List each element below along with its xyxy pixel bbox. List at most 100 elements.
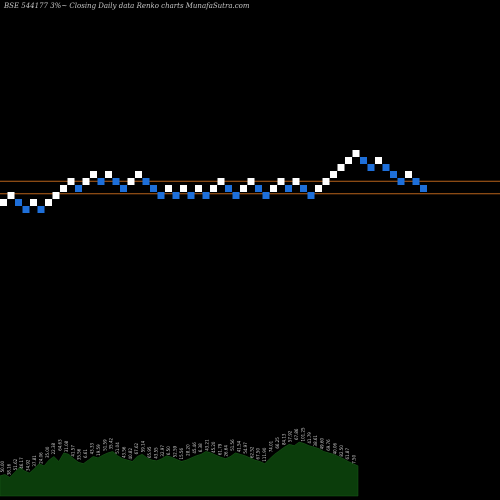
renko-brick-down: [360, 157, 367, 164]
renko-brick-up: [127, 178, 135, 185]
renko-brick-down: [202, 192, 210, 199]
volume-label: 82.50: [339, 445, 344, 457]
renko-brick-up: [405, 171, 412, 178]
volume-label: 74.01: [269, 440, 274, 452]
volume-label: 38.61: [313, 435, 318, 447]
volume-label: 40.06: [332, 442, 337, 454]
renko-brick-down: [367, 164, 375, 171]
volume-label: 61.87: [345, 448, 350, 460]
volume-label: 67.62: [134, 442, 139, 454]
volume-label: 51.56: [230, 439, 235, 451]
volume-label: 64.63: [58, 439, 63, 451]
renko-brick-down: [232, 192, 240, 199]
volume-label: 45.46: [192, 442, 197, 454]
renko-brick-down: [420, 185, 427, 192]
renko-brick-up: [30, 199, 37, 206]
volume-label: 51.59: [102, 439, 107, 451]
volume-label: 50.00: [0, 460, 5, 472]
volume-label: 46.17: [19, 457, 24, 469]
renko-brick-down: [112, 178, 120, 185]
volume-label: 7.50: [352, 454, 357, 463]
volume-label: 111.90: [262, 447, 267, 461]
volume-label: 22.38: [51, 442, 56, 454]
renko-brick-down: [97, 178, 105, 185]
volume-label: 59.14: [141, 440, 146, 452]
volume-label: 38.16: [6, 463, 11, 475]
renko-brick-down: [15, 199, 22, 206]
renko-brick-up: [277, 178, 285, 185]
renko-brick-down: [142, 178, 150, 185]
volume-label: 51.62: [13, 458, 18, 470]
volume-label: 65.95: [147, 446, 152, 458]
renko-brick-down: [285, 185, 292, 192]
volume-label: 51.04: [115, 442, 120, 454]
renko-brick-down: [262, 192, 270, 199]
renko-brick-down: [22, 206, 30, 213]
volume-label: 41.79: [307, 432, 312, 444]
volume-label: 6.38: [198, 443, 203, 452]
volume-label: 52.59: [173, 445, 178, 457]
renko-brick-up: [375, 157, 382, 164]
renko-brick-down: [412, 178, 420, 185]
volume-label: 67.86: [294, 428, 299, 440]
volume-label: 35.42: [109, 437, 114, 449]
renko-brick-down: [75, 185, 82, 192]
volume-label: 28.20: [185, 444, 190, 456]
volume-label: 84.13: [281, 433, 286, 445]
volume-label: 26.64: [224, 445, 229, 457]
volume-label: 6.50: [166, 446, 171, 455]
volume-label: 6.61: [83, 449, 88, 458]
renko-brick-down: [172, 192, 180, 199]
volume-label: 62.52: [249, 446, 254, 458]
volume-label: 45.20: [211, 441, 216, 453]
renko-brick-down: [397, 178, 405, 185]
renko-brick-up: [292, 178, 300, 185]
renko-brick-up: [180, 185, 187, 192]
volume-label: 41.57: [70, 445, 75, 457]
volume-label: 67.50: [256, 448, 261, 460]
renko-brick-up: [240, 185, 247, 192]
volume-area: [0, 441, 359, 497]
renko-brick-down: [37, 206, 45, 213]
volume-label: 61.79: [217, 443, 222, 455]
renko-brick-up: [0, 199, 7, 206]
renko-brick-up: [60, 185, 67, 192]
renko-brick-down: [390, 171, 397, 178]
renko-brick-down: [307, 192, 315, 199]
renko-brick-up: [352, 150, 360, 157]
volume-label: 34.92: [26, 459, 31, 471]
volume-label: 43.21: [205, 439, 210, 451]
volume-label: 54.97: [243, 442, 248, 454]
renko-brick-down: [150, 185, 157, 192]
renko-brick-up: [315, 185, 322, 192]
renko-brick-up: [82, 178, 90, 185]
chart-title: BSE 544177 3%~ Closing Daily data Renko …: [4, 2, 250, 10]
volume-label: 24.06: [38, 452, 43, 464]
renko-brick-up: [165, 185, 172, 192]
renko-bricks: [0, 150, 427, 213]
volume-label: 43.56: [121, 446, 126, 458]
renko-brick-down: [120, 185, 127, 192]
renko-brick-up: [330, 171, 337, 178]
volume-label: 35.00: [45, 446, 50, 458]
volume-label: 37.81: [32, 455, 37, 467]
volume-label: 35.56: [77, 448, 82, 460]
renko-brick-down: [382, 164, 390, 171]
volume-label: 41.54: [237, 440, 242, 452]
volume-label: 40.82: [128, 448, 133, 460]
volume-label: 43.55: [153, 447, 158, 459]
renko-brick-up: [7, 192, 15, 199]
volume-label: 15.56: [179, 448, 184, 460]
renko-brick-up: [217, 178, 225, 185]
volume-label: 57.92: [288, 430, 293, 442]
renko-brick-up: [270, 185, 277, 192]
volume-label: 49.60: [320, 437, 325, 449]
renko-brick-up: [52, 192, 60, 199]
renko-brick-up: [210, 185, 217, 192]
renko-brick-down: [157, 192, 165, 199]
renko-brick-up: [90, 171, 97, 178]
volume-label: 101.25: [300, 427, 305, 441]
volume-label: 19.59: [96, 444, 101, 456]
renko-brick-up: [345, 157, 352, 164]
